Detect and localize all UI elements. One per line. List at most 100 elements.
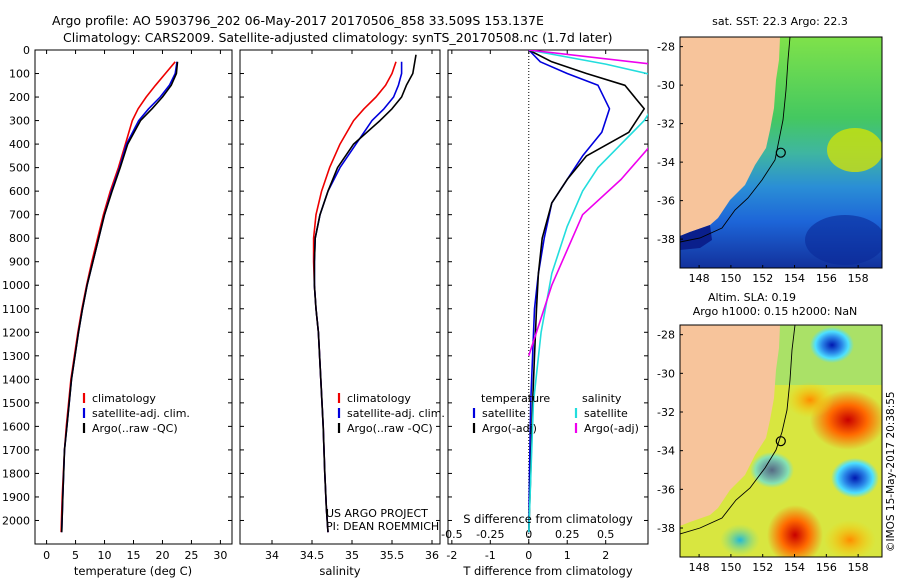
depth-tick-label: 1000 <box>2 279 30 292</box>
x-tick-label: 34.5 <box>300 549 325 562</box>
legend-header-temperature: temperature <box>481 392 550 405</box>
depth-tick-label: 100 <box>9 68 30 81</box>
lat-tick-label: -38 <box>657 522 675 535</box>
lon-tick-label: 150 <box>720 561 741 574</box>
series-line-satellite <box>528 50 648 533</box>
x-tick-label: 2 <box>602 549 609 562</box>
series-line-argo-adj- <box>528 50 648 357</box>
x-tick-label: 34 <box>265 549 279 562</box>
sst-map-field <box>680 37 882 268</box>
sla-blob-red-south <box>767 505 823 557</box>
sla-map-frame <box>679 324 883 558</box>
legend-label: satellite <box>584 407 628 420</box>
temperature-series <box>60 61 179 533</box>
lon-tick-label: 154 <box>784 561 805 574</box>
legend-header-salinity: salinity <box>582 392 622 405</box>
lon-tick-label: 158 <box>848 561 869 574</box>
series-line-argo-raw-qc- <box>60 61 179 533</box>
lon-tick-label: 156 <box>816 561 837 574</box>
sla-blob-blue-center <box>831 458 879 498</box>
figure-subtitle: Climatology: CARS2009. Satellite-adjuste… <box>63 30 613 45</box>
s-diff-tick-label: -0.5 <box>441 528 462 541</box>
sla-map-title: Altim. SLA: 0.19 <box>708 291 796 304</box>
x-tick-label: 36 <box>425 549 439 562</box>
sst-map-axes: 148 150 152 154 156 158 -28 -30 -32 -34 -36 -38 <box>657 41 869 285</box>
x-tick-label: 0 <box>525 549 532 562</box>
x-tick-label: 25 <box>184 549 198 562</box>
lat-tick-label: -28 <box>657 329 675 342</box>
depth-tick-label: 200 <box>9 91 30 104</box>
depth-tick-label: 800 <box>9 232 30 245</box>
difference-axes-frame <box>447 49 649 545</box>
series-line-climatology <box>312 61 397 533</box>
salinity-panel: 34 34.5 35 35.5 36 salinity climatology satel… <box>239 49 445 578</box>
legend-label: satellite-adj. clim. <box>92 407 190 420</box>
legend-label: climatology <box>347 392 411 405</box>
argo-position-marker <box>775 436 786 447</box>
series-line-argo-raw-qc- <box>313 54 417 533</box>
depth-tick-label: 1200 <box>2 326 30 339</box>
depth-tick-label: 700 <box>9 209 30 222</box>
lat-tick-label: -38 <box>657 233 675 246</box>
lon-tick-label: 158 <box>848 272 869 285</box>
lat-tick-label: -30 <box>657 367 675 380</box>
series-line-satellite-adj-clim- <box>60 61 178 533</box>
lon-tick-label: 148 <box>689 561 710 574</box>
sla-blob-cyan-southwest <box>720 524 760 556</box>
depth-tick-label: 900 <box>9 256 30 269</box>
sla-coast-contour <box>680 325 796 535</box>
series-line-climatology <box>60 61 176 533</box>
x-tick-label: 10 <box>98 549 112 562</box>
x-tick-label: 20 <box>155 549 169 562</box>
depth-tick-label: 1800 <box>2 467 30 480</box>
x-tick-label: -2 <box>446 549 457 562</box>
depth-tick-label: 400 <box>9 138 30 151</box>
depth-tick-label: 2000 <box>2 514 30 527</box>
s-diff-x-axis: -0.5 -0.25 0 0.25 0.5 <box>441 528 614 541</box>
depth-tick-label: 300 <box>9 115 30 128</box>
series-line-satellite <box>528 50 611 533</box>
x-tick-label: 35 <box>345 549 359 562</box>
lon-tick-label: 152 <box>752 272 773 285</box>
sst-warm-patch <box>827 128 882 172</box>
depth-tick-label: 1300 <box>2 350 30 363</box>
legend-label: Argo(-adj) <box>482 422 537 435</box>
lon-tick-label: 148 <box>689 272 710 285</box>
lat-tick-label: -34 <box>657 156 675 169</box>
salinity-x-axis: 34 34.5 35 35.5 36 <box>265 50 439 562</box>
difference-series <box>528 50 648 533</box>
depth-tick-label: 1400 <box>2 373 30 386</box>
depth-tick-label: 0 <box>23 44 30 57</box>
sla-blob-orange-central <box>786 382 834 418</box>
sla-land <box>680 325 780 526</box>
depth-axis: 0 100 200 300 400 500 600 700 800 900 1000 1100 1200… <box>2 44 648 527</box>
project-annotation: US ARGO PROJECT <box>326 507 428 520</box>
t-diff-xlabel: T difference from climatology <box>462 564 633 578</box>
lat-tick-label: -36 <box>657 483 675 496</box>
sst-land <box>680 37 780 236</box>
sst-cool-patch <box>805 215 882 265</box>
x-tick-label: 35.5 <box>380 549 405 562</box>
difference-panel: -2 -1 0 1 2 -0.5 -0.25 0 0.25 0.5 S difference f… <box>441 49 649 578</box>
s-diff-tick-label: 0 <box>525 528 532 541</box>
lat-tick-label: -32 <box>657 118 675 131</box>
sla-map-field <box>680 325 882 557</box>
x-tick-label: 30 <box>213 549 227 562</box>
legend-label: satellite-adj. clim. <box>347 407 445 420</box>
s-diff-tick-label: -0.25 <box>476 528 504 541</box>
legend-label: Argo(-adj) <box>584 422 639 435</box>
depth-tick-label: 1500 <box>2 397 30 410</box>
temperature-panel: 0100200300400500600700800900100011001200… <box>2 44 648 578</box>
s-diff-tick-label: 0.25 <box>555 528 580 541</box>
lat-tick-label: -32 <box>657 406 675 419</box>
sla-map-axes: 148 150 152 154 156 158 -28 -30 -32 -34 -36 -38 <box>657 329 869 574</box>
sst-shelf-dark <box>680 225 712 250</box>
temperature-xlabel: temperature (deg C) <box>74 564 192 578</box>
sst-map: sat. SST: 22.3 Argo: 22.3 148 150 152 154 15… <box>657 15 883 285</box>
salinity-axes-frame <box>239 49 441 545</box>
salinity-xlabel: salinity <box>319 564 360 578</box>
x-tick-label: 1 <box>564 549 571 562</box>
s-diff-tick-label: 0.5 <box>597 528 615 541</box>
salinity-series <box>312 54 417 533</box>
s-diff-xlabel: S difference from climatology <box>463 512 633 526</box>
